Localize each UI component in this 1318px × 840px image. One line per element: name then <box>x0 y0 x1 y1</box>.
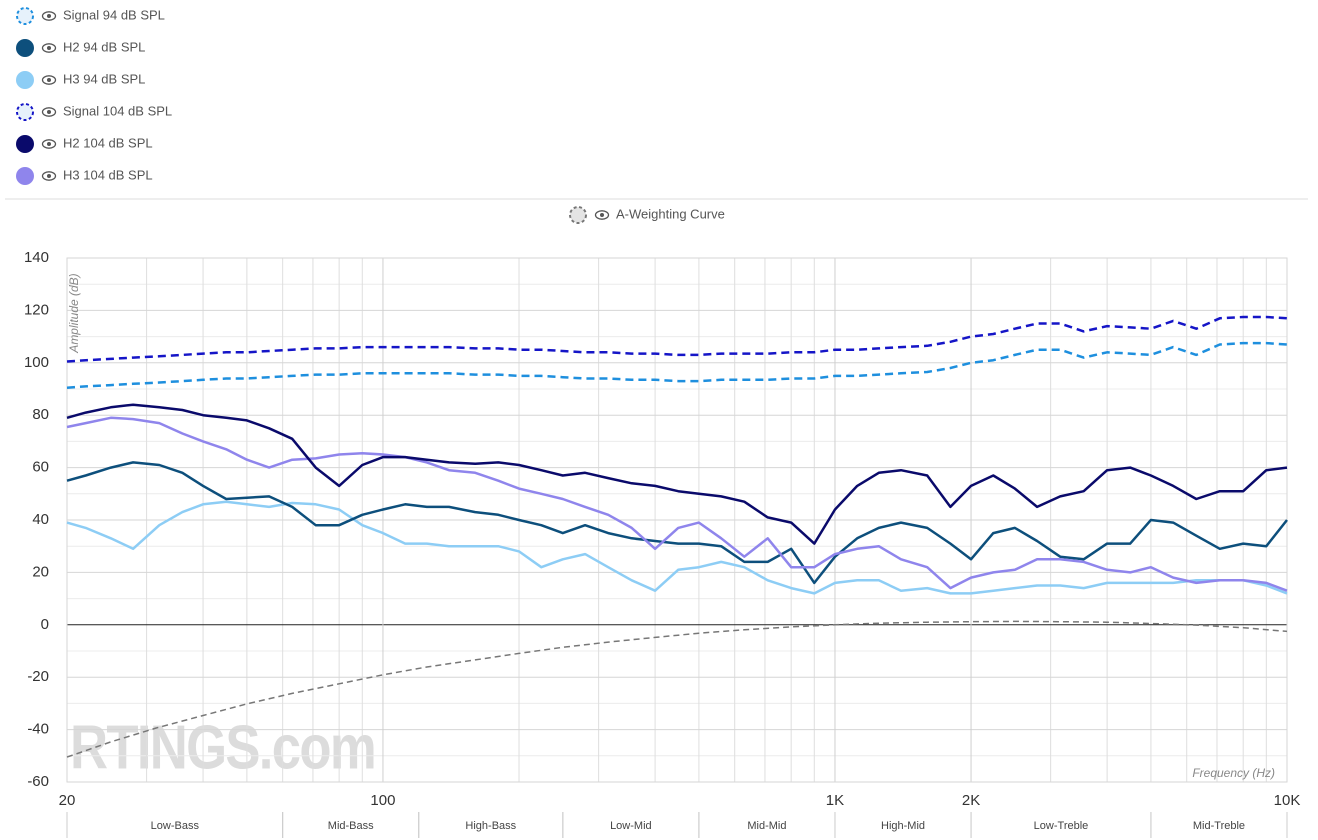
legend-label: A-Weighting Curve <box>616 206 725 221</box>
legend-item[interactable]: Signal 94 dB SPL <box>16 7 165 25</box>
legend-label: H3 94 dB SPL <box>63 71 145 86</box>
y-tick-label: 60 <box>32 459 49 476</box>
eye-outline <box>41 11 57 21</box>
band-label: Mid-Mid <box>747 820 786 832</box>
y-tick-label: 120 <box>24 301 49 318</box>
y-tick-label: 40 <box>32 511 49 528</box>
visibility-toggle[interactable] <box>41 171 57 181</box>
legend-swatch <box>569 206 587 224</box>
series-line <box>66 315 1288 363</box>
series-line <box>66 403 1288 545</box>
band-label: Mid-Treble <box>1193 820 1245 832</box>
legend-label: H2 104 dB SPL <box>63 135 153 150</box>
legend-swatch <box>16 39 34 57</box>
legend-swatch <box>16 7 34 25</box>
x-tick-label: 20 <box>59 792 76 809</box>
legend-label: H3 104 dB SPL <box>63 167 153 182</box>
legend-item[interactable]: A-Weighting Curve <box>569 206 725 224</box>
legend-item[interactable]: H2 94 dB SPL <box>16 39 145 57</box>
visibility-toggle[interactable] <box>41 107 57 117</box>
y-tick-label: -40 <box>27 721 49 738</box>
band-label: High-Bass <box>465 820 516 832</box>
legend-label: H2 94 dB SPL <box>63 39 145 54</box>
series-line <box>66 620 1288 758</box>
y-tick-label: 140 <box>24 249 49 266</box>
y-tick-label: 80 <box>32 406 49 423</box>
y-tick-label: 100 <box>24 354 49 371</box>
x-tick-label: 10K <box>1274 792 1301 809</box>
legend-swatch <box>16 71 34 89</box>
legend-item[interactable]: H2 104 dB SPL <box>16 135 153 153</box>
legend-item[interactable]: Signal 104 dB SPL <box>16 103 172 121</box>
series-line <box>66 461 1288 585</box>
eye-pupil <box>600 213 604 217</box>
y-tick-label: -20 <box>27 668 49 685</box>
eye-pupil <box>47 78 51 82</box>
band-label: Low-Treble <box>1034 820 1089 832</box>
x-axis-title: Frequency (Hz) <box>1192 766 1275 780</box>
eye-outline <box>594 210 610 220</box>
visibility-toggle[interactable] <box>594 210 610 220</box>
visibility-toggle[interactable] <box>41 11 57 21</box>
series-line <box>66 416 1288 592</box>
x-tick-label: 2K <box>962 792 980 809</box>
y-axis-title: Amplitude (dB) <box>67 273 81 353</box>
eye-outline <box>41 75 57 85</box>
band-label: Mid-Bass <box>328 820 374 832</box>
legend-item[interactable]: H3 104 dB SPL <box>16 167 153 185</box>
visibility-toggle[interactable] <box>41 43 57 53</box>
band-label: Low-Bass <box>151 820 200 832</box>
legend-label: Signal 94 dB SPL <box>63 7 165 22</box>
visibility-toggle[interactable] <box>41 139 57 149</box>
eye-outline <box>41 43 57 53</box>
y-tick-label: -60 <box>27 773 49 790</box>
watermark: RTINGS.com <box>70 713 375 782</box>
visibility-toggle[interactable] <box>41 75 57 85</box>
y-tick-label: 20 <box>32 563 49 580</box>
x-tick-label: 1K <box>826 792 844 809</box>
band-label: Low-Mid <box>610 820 652 832</box>
series-line <box>66 341 1288 389</box>
legend-swatch <box>16 167 34 185</box>
x-tick-label: 100 <box>370 792 395 809</box>
eye-pupil <box>47 14 51 18</box>
eye-pupil <box>47 110 51 114</box>
eye-pupil <box>47 46 51 50</box>
y-tick-label: 0 <box>41 616 49 633</box>
band-label: High-Mid <box>881 820 925 832</box>
eye-outline <box>41 171 57 181</box>
eye-pupil <box>47 174 51 178</box>
legend-swatch <box>16 103 34 121</box>
legend-swatch <box>16 135 34 153</box>
eye-outline <box>41 107 57 117</box>
eye-pupil <box>47 142 51 146</box>
series-line <box>66 500 1288 595</box>
legend-label: Signal 104 dB SPL <box>63 103 172 118</box>
eye-outline <box>41 139 57 149</box>
legend-item[interactable]: H3 94 dB SPL <box>16 71 145 89</box>
